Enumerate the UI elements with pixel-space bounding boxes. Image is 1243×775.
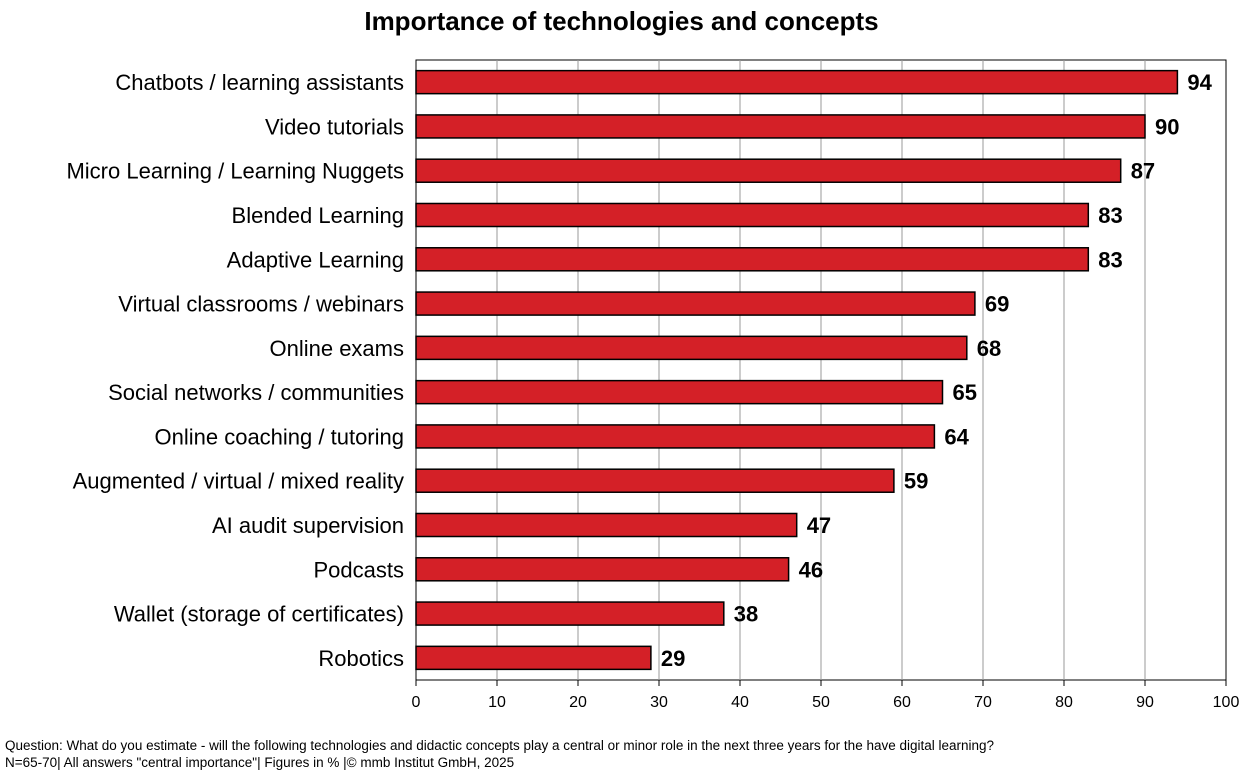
data-label: 68	[977, 336, 1001, 361]
bar	[415, 645, 652, 671]
bar	[415, 468, 895, 493]
category-label: Virtual classrooms / webinars	[118, 292, 404, 317]
bar	[415, 247, 1090, 272]
chart-title: Importance of technologies and concepts	[364, 6, 879, 36]
x-tick-label: 40	[731, 694, 749, 711]
category-label: Online exams	[269, 336, 404, 361]
category-label: Micro Learning / Learning Nuggets	[66, 159, 404, 184]
data-label: 38	[734, 602, 758, 627]
x-tick-label: 30	[650, 694, 668, 711]
bar	[415, 69, 1179, 95]
x-axis-ticks: 0 10 20 30 40 50 60 70 80 90 100	[412, 680, 1240, 711]
bar	[415, 202, 1090, 228]
category-label: Podcasts	[314, 557, 405, 582]
data-label: 83	[1098, 203, 1122, 228]
category-label: AI audit supervision	[212, 513, 404, 538]
data-label: 90	[1155, 114, 1179, 139]
bar	[415, 379, 944, 405]
bar	[415, 557, 790, 582]
category-labels: Chatbots / learning assistants Video tuto…	[66, 70, 404, 671]
data-label: 94	[1187, 70, 1212, 95]
x-tick-label: 10	[488, 694, 506, 711]
data-label: 87	[1131, 159, 1155, 184]
category-label: Robotics	[318, 646, 404, 671]
data-label: 29	[661, 646, 685, 671]
category-label: Blended Learning	[232, 203, 404, 228]
x-tick-label: 80	[1055, 694, 1073, 711]
bar-chart: Chatbots / learning assistants Video tuto…	[66, 59, 1240, 711]
bar	[415, 158, 1122, 183]
bars	[415, 69, 1179, 671]
data-label: 65	[953, 380, 977, 405]
category-label: Social networks / communities	[108, 380, 404, 405]
data-label: 47	[807, 513, 831, 538]
x-tick-label: 100	[1213, 694, 1240, 711]
bar	[415, 601, 725, 626]
category-label: Online coaching / tutoring	[155, 424, 405, 449]
x-tick-label: 70	[974, 694, 992, 711]
data-label: 83	[1098, 247, 1122, 272]
category-label: Wallet (storage of certificates)	[114, 602, 404, 627]
bar	[415, 291, 976, 316]
footnote: Question: What do you estimate - will th…	[5, 738, 995, 770]
category-label: Adaptive Learning	[227, 247, 404, 272]
bar	[415, 335, 968, 361]
bar	[415, 114, 1146, 139]
x-tick-label: 50	[812, 694, 830, 711]
data-label: 69	[985, 292, 1009, 317]
data-label: 46	[799, 557, 823, 582]
category-label: Augmented / virtual / mixed reality	[73, 469, 404, 494]
x-tick-label: 20	[569, 694, 587, 711]
data-label: 64	[944, 424, 969, 449]
x-tick-label: 0	[412, 694, 421, 711]
category-label: Video tutorials	[265, 114, 404, 139]
x-tick-label: 90	[1136, 694, 1154, 711]
bar	[415, 424, 936, 449]
bar	[415, 512, 798, 538]
data-label: 59	[904, 469, 928, 494]
category-label: Chatbots / learning assistants	[115, 70, 404, 95]
x-tick-label: 60	[893, 694, 911, 711]
